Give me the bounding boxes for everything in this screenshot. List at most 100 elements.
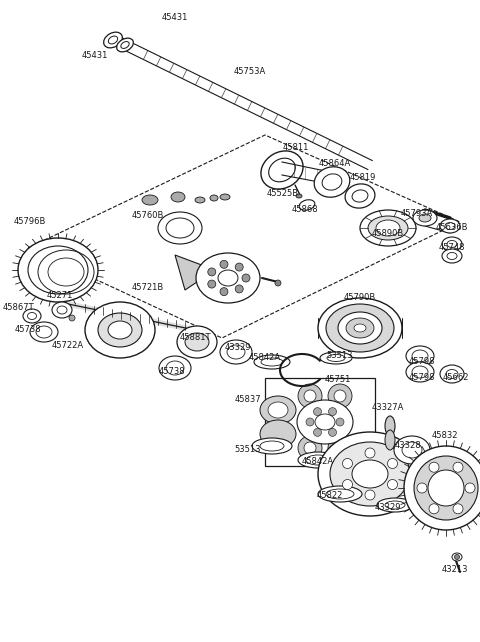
Text: 45748: 45748	[439, 243, 465, 252]
Ellipse shape	[318, 486, 362, 502]
Circle shape	[387, 480, 397, 489]
Ellipse shape	[440, 365, 464, 383]
Ellipse shape	[354, 324, 366, 332]
Ellipse shape	[104, 32, 122, 48]
Text: 45793A: 45793A	[401, 209, 433, 218]
Ellipse shape	[345, 184, 375, 208]
Polygon shape	[175, 255, 215, 290]
Circle shape	[298, 384, 322, 408]
Ellipse shape	[298, 452, 338, 468]
Text: 45890B: 45890B	[372, 229, 404, 238]
Circle shape	[328, 408, 336, 415]
Circle shape	[328, 384, 352, 408]
Ellipse shape	[254, 355, 290, 369]
Ellipse shape	[171, 192, 185, 202]
Circle shape	[328, 428, 336, 437]
Ellipse shape	[419, 214, 431, 222]
Circle shape	[313, 408, 322, 415]
Ellipse shape	[85, 302, 155, 358]
Ellipse shape	[318, 432, 422, 516]
Text: 45864A: 45864A	[319, 159, 351, 168]
Text: 45798: 45798	[409, 374, 435, 383]
Ellipse shape	[377, 498, 413, 512]
Polygon shape	[282, 162, 340, 186]
Ellipse shape	[158, 212, 202, 244]
Ellipse shape	[30, 322, 58, 342]
Text: 45525B: 45525B	[267, 189, 299, 198]
Text: 45760B: 45760B	[132, 211, 164, 220]
Text: 43329: 43329	[375, 503, 401, 512]
Circle shape	[429, 462, 439, 473]
Ellipse shape	[52, 302, 72, 318]
Text: 45822: 45822	[317, 492, 343, 501]
Ellipse shape	[185, 333, 209, 351]
Ellipse shape	[406, 346, 434, 366]
Circle shape	[304, 390, 316, 402]
Text: 45662: 45662	[443, 374, 469, 383]
Text: 45751: 45751	[325, 376, 351, 385]
Ellipse shape	[296, 194, 302, 198]
Ellipse shape	[177, 326, 217, 358]
Text: 45431: 45431	[82, 51, 108, 60]
Text: 53513: 53513	[235, 446, 261, 455]
Circle shape	[429, 504, 439, 514]
Ellipse shape	[330, 442, 410, 506]
Text: 45790B: 45790B	[344, 293, 376, 302]
Ellipse shape	[252, 438, 292, 454]
Ellipse shape	[159, 356, 191, 380]
Text: 45798: 45798	[409, 358, 435, 367]
Text: 45738: 45738	[15, 325, 41, 334]
Ellipse shape	[442, 237, 462, 251]
Text: 45721B: 45721B	[132, 284, 164, 293]
Ellipse shape	[260, 396, 296, 424]
Text: 45837: 45837	[235, 395, 261, 404]
Ellipse shape	[18, 238, 98, 302]
Text: 45867T: 45867T	[2, 304, 34, 313]
Ellipse shape	[98, 313, 142, 347]
Ellipse shape	[108, 321, 132, 339]
Ellipse shape	[210, 195, 218, 201]
Ellipse shape	[23, 309, 41, 323]
Ellipse shape	[28, 246, 88, 294]
Ellipse shape	[428, 470, 464, 506]
Circle shape	[306, 418, 314, 426]
Circle shape	[387, 458, 397, 469]
Ellipse shape	[452, 553, 462, 561]
Ellipse shape	[360, 210, 416, 246]
Ellipse shape	[314, 167, 350, 197]
Text: 45722A: 45722A	[52, 342, 84, 351]
Circle shape	[313, 428, 322, 437]
Text: 45881T: 45881T	[179, 333, 211, 342]
Circle shape	[334, 442, 346, 454]
Ellipse shape	[320, 352, 352, 364]
Ellipse shape	[315, 414, 335, 430]
Circle shape	[235, 263, 243, 271]
Text: 43328: 43328	[395, 442, 421, 451]
Circle shape	[220, 261, 228, 268]
Ellipse shape	[318, 298, 402, 358]
Ellipse shape	[220, 340, 252, 364]
Ellipse shape	[385, 430, 395, 450]
Ellipse shape	[385, 416, 395, 436]
Circle shape	[220, 288, 228, 296]
Circle shape	[304, 442, 316, 454]
Circle shape	[343, 480, 352, 489]
Circle shape	[453, 462, 463, 473]
Ellipse shape	[346, 318, 374, 338]
Circle shape	[275, 280, 281, 286]
Ellipse shape	[218, 270, 238, 286]
Ellipse shape	[442, 249, 462, 263]
Text: 45431: 45431	[162, 13, 188, 22]
Text: 53513: 53513	[327, 351, 353, 360]
Text: 45811: 45811	[283, 144, 309, 153]
Circle shape	[334, 390, 346, 402]
Text: 45753A: 45753A	[234, 67, 266, 76]
Text: 43327A: 43327A	[372, 404, 404, 413]
Ellipse shape	[376, 220, 400, 236]
Ellipse shape	[142, 195, 158, 205]
Circle shape	[453, 504, 463, 514]
Ellipse shape	[338, 312, 382, 344]
Text: 45842A: 45842A	[302, 458, 334, 467]
Ellipse shape	[394, 436, 430, 464]
Circle shape	[465, 483, 475, 493]
